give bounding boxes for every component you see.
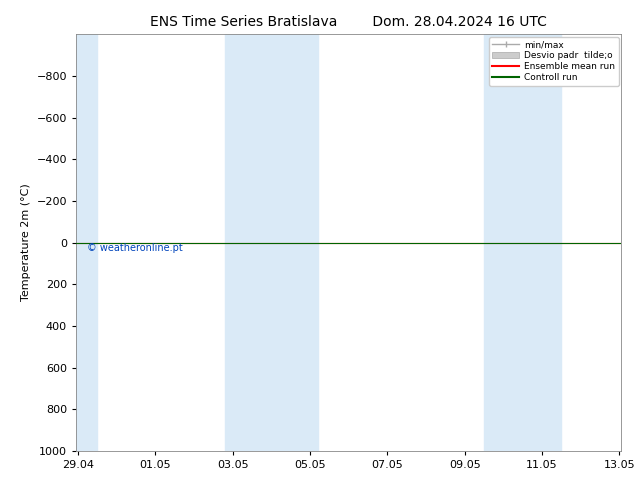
Title: ENS Time Series Bratislava        Dom. 28.04.2024 16 UTC: ENS Time Series Bratislava Dom. 28.04.20… bbox=[150, 15, 547, 29]
Y-axis label: Temperature 2m (°C): Temperature 2m (°C) bbox=[21, 184, 31, 301]
Bar bbox=[76, 34, 98, 451]
Bar bbox=[225, 34, 318, 451]
Bar bbox=[484, 34, 561, 451]
Text: © weatheronline.pt: © weatheronline.pt bbox=[87, 243, 183, 253]
Legend: min/max, Desvio padr  tilde;o, Ensemble mean run, Controll run: min/max, Desvio padr tilde;o, Ensemble m… bbox=[489, 37, 619, 86]
